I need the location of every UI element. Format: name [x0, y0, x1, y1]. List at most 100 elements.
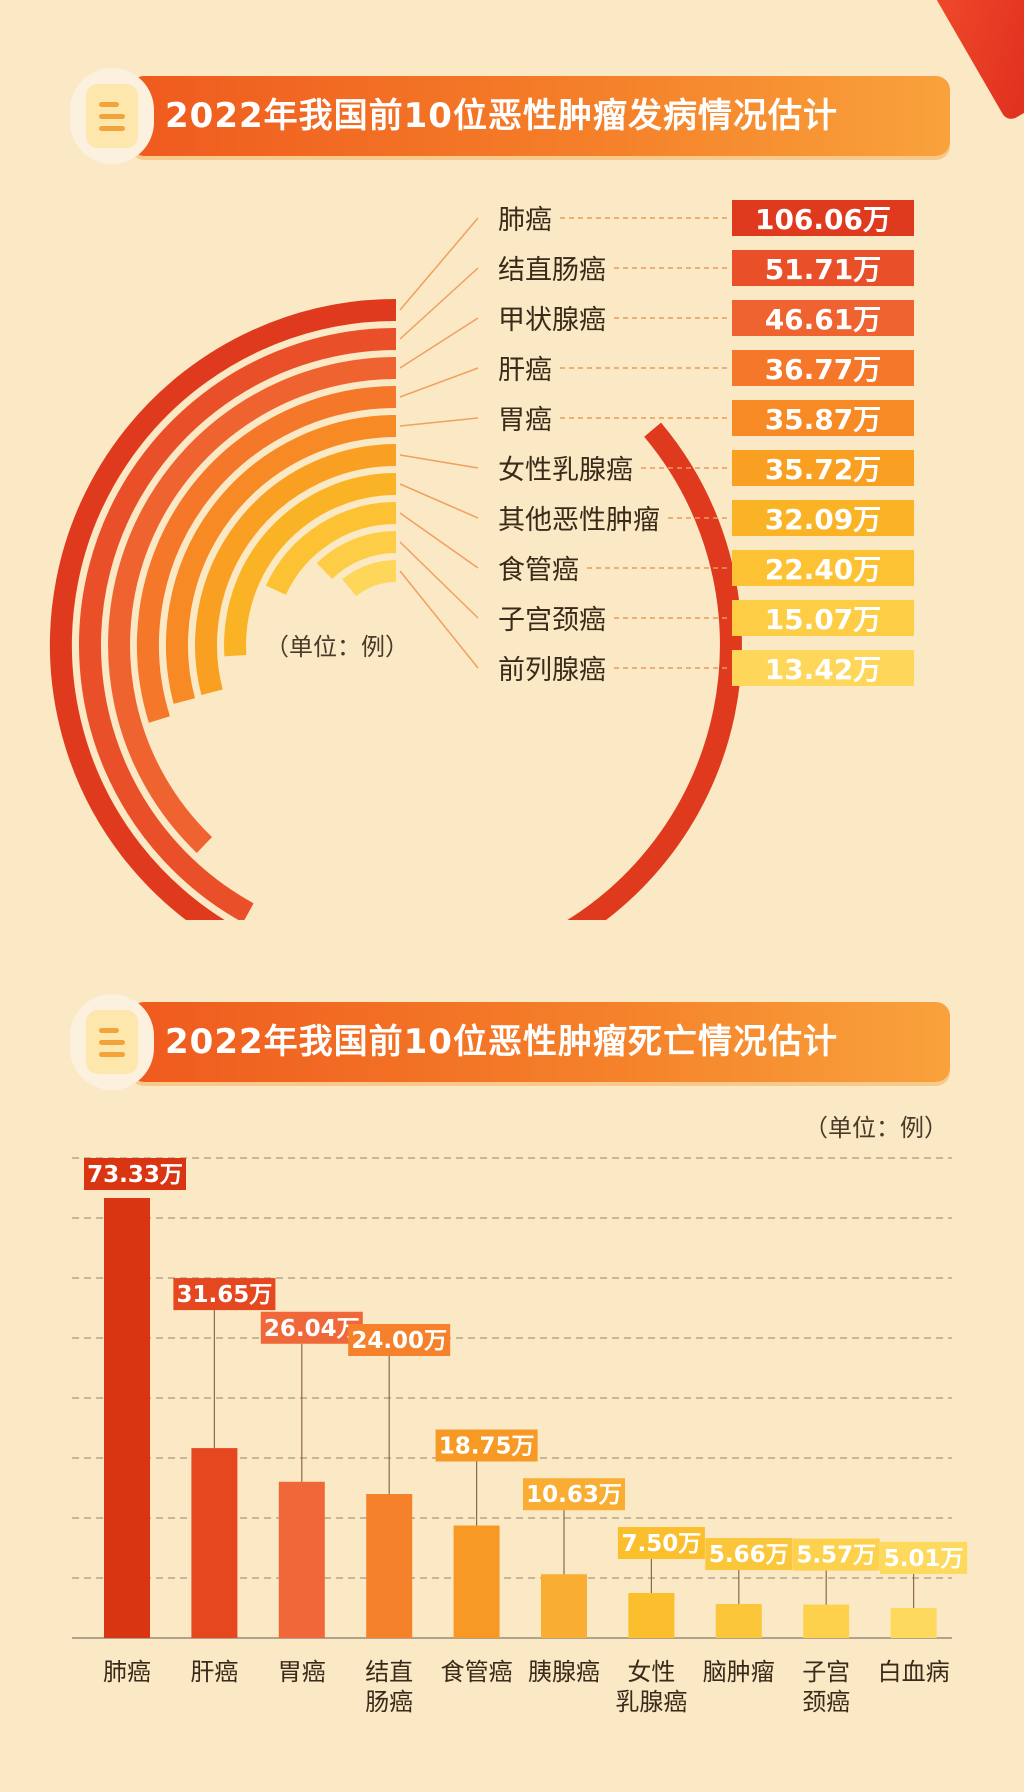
incidence-arc — [136, 386, 397, 723]
incidence-arc — [316, 531, 397, 580]
mortality-bar — [890, 1607, 937, 1638]
incidence-category-label: 前列腺癌 — [498, 655, 606, 686]
mortality-value-label: 73.33万 — [87, 1162, 183, 1188]
incidence-value-box — [732, 300, 914, 336]
incidence-leader-line — [399, 417, 479, 427]
incidence-arc — [342, 560, 397, 597]
mortality-value-box — [523, 1478, 625, 1511]
incidence-arc — [224, 473, 397, 657]
mortality-value-label: 10.63万 — [526, 1482, 622, 1508]
mortality-value-box — [792, 1538, 880, 1571]
incidence-value-box — [732, 250, 914, 286]
incidence-arc — [265, 502, 397, 595]
incidence-value-box — [732, 200, 914, 236]
mortality-value-label: 18.75万 — [439, 1434, 535, 1460]
mortality-category-label: 白血病 — [878, 1658, 950, 1686]
incidence-leader-line — [399, 541, 479, 619]
mortality-value-box — [435, 1429, 538, 1462]
mortality-category-label: 肺癌 — [103, 1658, 151, 1686]
incidence-value-label: 22.40万 — [765, 553, 882, 586]
incidence-category-label: 肺癌 — [498, 205, 552, 236]
incidence-value-label: 13.42万 — [765, 653, 882, 686]
mortality-bar — [803, 1604, 850, 1638]
mortality-bar — [191, 1448, 238, 1638]
mortality-category-label: 胃癌 — [278, 1658, 326, 1686]
incidence-category-label: 胃癌 — [498, 405, 552, 436]
incidence-value-box — [732, 400, 914, 436]
incidence-value-box — [732, 550, 914, 586]
mortality-category-label: 食管癌 — [441, 1658, 513, 1686]
incidence-arc — [108, 357, 397, 853]
mortality-category-label: 脑肿瘤 — [703, 1658, 775, 1686]
incidence-leader-line — [399, 367, 479, 398]
mortality-bar — [104, 1198, 150, 1638]
incidence-value-label: 15.07万 — [765, 603, 882, 636]
mortality-category-label: 子宫颈癌 — [802, 1658, 850, 1716]
incidence-leader-line — [399, 317, 479, 369]
mortality-value-box — [173, 1278, 276, 1311]
mortality-value-label: 24.00万 — [351, 1328, 447, 1354]
incidence-category-label: 结直肠癌 — [498, 255, 606, 286]
incidence-value-box — [732, 500, 914, 536]
mortality-value-label: 5.57万 — [796, 1543, 876, 1569]
mortality-value-label: 7.50万 — [622, 1531, 702, 1557]
incidence-value-label: 36.77万 — [765, 353, 882, 386]
mortality-value-label: 26.04万 — [264, 1316, 360, 1342]
incidence-leader-line — [399, 483, 479, 519]
incidence-title-bar — [130, 76, 950, 156]
incidence-value-box — [732, 650, 914, 686]
incidence-value-box — [732, 350, 914, 386]
incidence-leader-line — [399, 217, 479, 311]
incidence-category-label: 女性乳腺癌 — [498, 455, 633, 486]
incidence-leader-line — [399, 267, 479, 340]
mortality-category-label: 女性乳腺癌 — [615, 1658, 687, 1716]
mortality-value-box — [880, 1541, 968, 1574]
incidence-value-label: 35.87万 — [765, 403, 882, 436]
incidence-leader-line — [399, 570, 479, 669]
mortality-bar — [541, 1574, 587, 1638]
incidence-category-label: 甲状腺癌 — [498, 305, 606, 336]
mortality-value-box — [348, 1324, 451, 1356]
mortality-category-label: 肝癌 — [190, 1658, 238, 1686]
mortality-title-banner: 2022年我国前10位恶性肿瘤死亡情况估计 — [70, 994, 950, 1090]
mortality-title-bar — [130, 1002, 950, 1082]
incidence-arc — [195, 444, 397, 696]
incidence-arc — [166, 415, 397, 704]
incidence-leader-line — [399, 454, 479, 469]
mortality-bar — [715, 1604, 762, 1638]
incidence-category-label: 肝癌 — [498, 355, 552, 386]
mortality-category-label: 胰腺癌 — [528, 1658, 600, 1686]
mortality-value-label: 5.66万 — [709, 1542, 789, 1568]
incidence-leader-line — [399, 512, 479, 569]
incidence-category-label: 其他恶性肿瘤 — [498, 505, 660, 536]
mortality-title: 2022年我国前10位恶性肿瘤死亡情况估计 — [165, 1022, 838, 1062]
incidence-value-label: 46.61万 — [765, 303, 882, 336]
document-icon — [70, 68, 154, 164]
mortality-value-label: 31.65万 — [177, 1282, 273, 1308]
mortality-category-label: 结直肠癌 — [365, 1658, 413, 1716]
mortality-value-label: 5.01万 — [884, 1546, 964, 1572]
incidence-value-box — [732, 600, 914, 636]
incidence-title: 2022年我国前10位恶性肿瘤发病情况估计 — [165, 96, 838, 136]
incidence-title-banner: 2022年我国前10位恶性肿瘤发病情况估计 — [70, 68, 950, 164]
mortality-bar — [278, 1481, 325, 1638]
incidence-value-box — [732, 450, 914, 486]
incidence-value-label: 51.71万 — [765, 253, 882, 286]
mortality-bar — [366, 1494, 413, 1638]
incidence-arc — [79, 328, 397, 920]
incidence-value-label: 35.72万 — [765, 453, 882, 486]
mortality-value-box — [84, 1158, 186, 1191]
incidence-category-label: 食管癌 — [498, 555, 579, 586]
mortality-bar — [628, 1593, 675, 1638]
incidence-arc — [50, 299, 742, 920]
incidence-value-label: 32.09万 — [765, 503, 882, 536]
incidence-unit-note: （单位：例） — [265, 633, 409, 661]
document-icon — [70, 994, 154, 1090]
mortality-value-box — [705, 1538, 793, 1571]
mortality-value-box — [260, 1311, 363, 1344]
mortality-bar — [453, 1525, 500, 1638]
incidence-category-label: 子宫颈癌 — [498, 605, 606, 636]
